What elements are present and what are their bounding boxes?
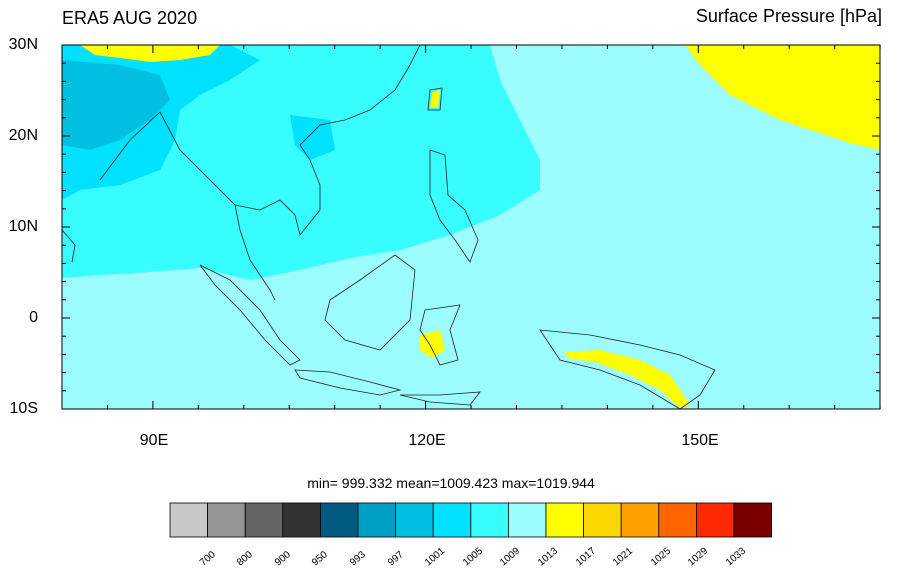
- colorbar-swatch: [357, 502, 396, 538]
- new-guinea-highlands: [565, 350, 690, 408]
- high-pressure-region: [685, 45, 880, 150]
- coast-philippines: [429, 149, 479, 263]
- colorbar-swatch: [395, 502, 434, 538]
- plot-title-left: ERA5 AUG 2020: [62, 8, 198, 28]
- colorbar-swatch: [169, 502, 208, 538]
- coast-java: [294, 369, 402, 396]
- lat-label-10s: 10S: [9, 400, 38, 417]
- colorbar-swatch: [583, 502, 622, 538]
- lon-label-120e: 120E: [408, 432, 446, 449]
- sulawesi-high-patch: [420, 330, 445, 358]
- colorbar-swatch: [658, 502, 697, 538]
- colorbar-swatch: [432, 502, 472, 538]
- colorbar-swatch: [733, 502, 772, 538]
- pressure-region-997: [62, 60, 170, 150]
- taiwan-high-patch: [430, 90, 440, 108]
- colorbar-swatch: [620, 502, 660, 538]
- coast-taiwan: [427, 87, 443, 111]
- coast-asia: [62, 45, 421, 301]
- colorbar-swatch: [244, 502, 284, 538]
- pressure-region-1001-vn: [290, 115, 335, 160]
- colorbar-swatch: [507, 502, 547, 538]
- lon-label-90e: 90E: [139, 432, 169, 449]
- coast-new-guinea: [539, 329, 716, 409]
- colorbar-swatch: [696, 502, 735, 538]
- colorbar-swatch: [470, 502, 509, 538]
- stats-line: min= 999.332 mean=1009.423 max=1019.944: [307, 475, 595, 491]
- lat-label-30n: 30N: [8, 36, 38, 53]
- plot-title-right: Surface Pressure [hPa]: [695, 6, 882, 26]
- colorbar-swatch: [319, 502, 359, 538]
- colorbar-swatch: [282, 502, 321, 538]
- lat-label-10n: 10N: [8, 218, 38, 235]
- tibet-high-patch: [80, 45, 220, 62]
- coast-sumatra: [199, 264, 301, 366]
- colorbar-swatch: [545, 502, 584, 538]
- lat-label-eq: 0: [29, 309, 38, 326]
- coast-borneo: [324, 254, 416, 351]
- coast-lesser-sunda: [399, 391, 481, 406]
- coast-sulawesi: [419, 304, 461, 366]
- lon-label-150e: 150E: [681, 432, 719, 449]
- lat-label-20n: 20N: [8, 127, 38, 144]
- colorbar-swatch: [207, 502, 246, 538]
